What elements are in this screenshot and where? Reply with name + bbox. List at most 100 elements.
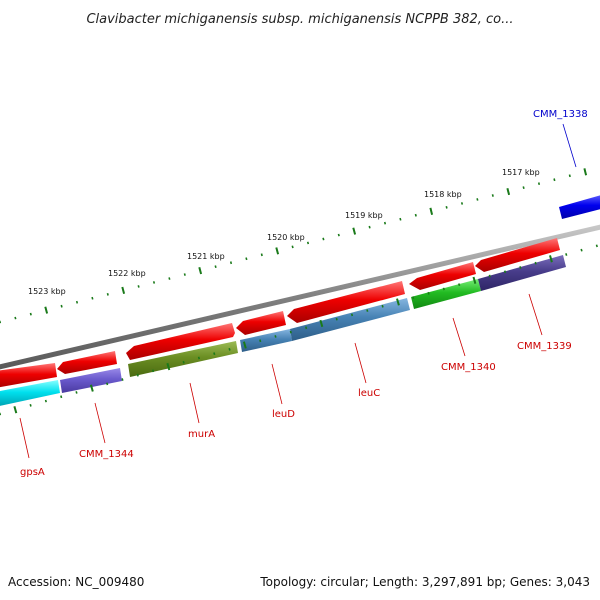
leader-cmm-1339 bbox=[528, 293, 543, 336]
ruler-label-1520: 1520 kbp bbox=[267, 233, 305, 242]
outer-ruler-tick bbox=[322, 237, 325, 241]
gene-label-leuC[interactable]: leuC bbox=[358, 388, 380, 399]
inner-ruler-tick bbox=[549, 255, 553, 263]
outer-ruler-tick bbox=[168, 277, 171, 280]
inner-ruler-tick bbox=[458, 283, 461, 287]
outer-ruler-tick bbox=[75, 300, 79, 304]
inner-ruler-tick bbox=[242, 341, 247, 349]
outer-ruler-tick bbox=[60, 304, 63, 308]
inner-ruler-tick bbox=[13, 406, 18, 414]
inner-ruler-tick bbox=[335, 317, 338, 321]
outer-ruler-tick bbox=[91, 296, 94, 300]
cds-feature-cmm-1340[interactable] bbox=[409, 262, 476, 290]
inner-ruler-tick bbox=[60, 395, 63, 399]
outer-ruler-tick bbox=[245, 257, 248, 261]
outer-ruler-tick bbox=[429, 207, 434, 215]
topology-text: Topology: circular; Length: 3,297,891 bp… bbox=[259, 575, 590, 589]
inner-ruler-tick bbox=[106, 382, 109, 386]
gene-labels: gpsA CMM_1344 murA leuD leuC CMM_1340 CM… bbox=[19, 109, 588, 478]
inner-ruler-tick bbox=[44, 399, 47, 403]
inner-ruler-tick bbox=[166, 362, 171, 371]
inner-ruler-tick bbox=[442, 287, 445, 291]
leader-cmm-1340 bbox=[452, 317, 466, 357]
outer-ruler-tick bbox=[198, 266, 203, 275]
gene-label-leuD[interactable]: leuD bbox=[272, 409, 295, 420]
category-feature-cmm-1344[interactable] bbox=[60, 368, 122, 393]
outer-ruler-tick bbox=[275, 247, 280, 255]
inner-ruler-tick bbox=[519, 266, 522, 269]
inner-ruler-tick bbox=[305, 326, 308, 330]
inner-ruler-tick bbox=[534, 261, 537, 265]
outer-ruler-tick bbox=[152, 281, 156, 284]
outer-ruler-tick bbox=[537, 182, 541, 186]
gene-label-cmm-1340[interactable]: CMM_1340 bbox=[441, 362, 496, 373]
outer-ruler-tick bbox=[260, 253, 263, 257]
gene-label-murA[interactable]: murA bbox=[188, 429, 215, 440]
outer-ruler-tick bbox=[414, 213, 417, 217]
outer-ruler-tick bbox=[291, 245, 294, 249]
accession-text: Accession: NC_009480 bbox=[8, 575, 144, 589]
ruler-label-1522: 1522 kbp bbox=[108, 269, 146, 278]
inner-ruler-tick bbox=[319, 319, 324, 328]
inner-ruler-tick bbox=[121, 378, 124, 381]
outer-ruler-tick bbox=[121, 286, 126, 295]
category-feature-cmm-1340[interactable] bbox=[411, 279, 481, 309]
category-track bbox=[0, 194, 600, 407]
outer-ruler-tick bbox=[491, 194, 494, 197]
outer-ruler-tick bbox=[229, 261, 233, 265]
cds-feature-gpsA[interactable] bbox=[0, 363, 57, 388]
ruler-label-1517: 1517 kbp bbox=[502, 168, 540, 177]
gene-label-cmm-1339[interactable]: CMM_1339 bbox=[517, 341, 572, 352]
map-title: Clavibacter michiganensis subsp. michiga… bbox=[86, 12, 513, 27]
inner-ruler-tick bbox=[197, 356, 201, 360]
inner-ruler-tick bbox=[488, 274, 491, 278]
inner-ruler-tick bbox=[366, 309, 369, 312]
outer-ruler-tick bbox=[476, 198, 479, 201]
cds-feature-cmm-1344[interactable] bbox=[57, 351, 117, 374]
category-feature-leuD[interactable] bbox=[240, 329, 292, 352]
inner-ruler-tick bbox=[136, 373, 139, 377]
category-feature-cmm-1339[interactable] bbox=[478, 255, 566, 291]
category-feature-gpsA[interactable] bbox=[0, 380, 60, 407]
inner-ruler-tick bbox=[29, 403, 32, 407]
outer-ruler-tick bbox=[522, 186, 525, 189]
cds-feature-cmm-1339[interactable] bbox=[475, 238, 560, 272]
leader-cmm-1338 bbox=[562, 123, 577, 168]
cds-feature-leuD[interactable] bbox=[236, 311, 286, 335]
gene-label-cmm-1344[interactable]: CMM_1344 bbox=[79, 449, 134, 460]
inner-ruler-ticks bbox=[0, 244, 598, 416]
inner-ruler-tick bbox=[396, 298, 400, 306]
category-feature-murA[interactable] bbox=[128, 341, 238, 377]
leader-leuD bbox=[271, 363, 283, 405]
inner-ruler-tick bbox=[289, 330, 292, 334]
inner-ruler-tick bbox=[151, 369, 155, 373]
gene-label-gpsA[interactable]: gpsA bbox=[20, 467, 45, 478]
leader-gpsA bbox=[19, 417, 30, 459]
inner-ruler-tick bbox=[595, 244, 598, 248]
category-feature-cmm-1338[interactable] bbox=[559, 194, 600, 219]
inner-ruler-tick bbox=[381, 304, 384, 308]
cds-feature-murA[interactable] bbox=[126, 323, 235, 360]
outer-ruler-tick bbox=[106, 292, 109, 296]
inner-ruler-tick bbox=[472, 276, 477, 284]
inner-ruler-tick bbox=[213, 352, 216, 356]
category-feature-leuC[interactable] bbox=[290, 298, 410, 341]
ruler-label-1523: 1523 kbp bbox=[28, 287, 66, 296]
outer-ruler-tick bbox=[399, 217, 402, 221]
cds-feature-leuC[interactable] bbox=[287, 281, 405, 323]
outer-ruler-tick bbox=[337, 233, 340, 237]
gene-label-cmm-1338[interactable]: CMM_1338 bbox=[533, 109, 588, 120]
inner-ruler-tick bbox=[350, 313, 354, 317]
ruler-label-1519: 1519 kbp bbox=[345, 211, 383, 220]
inner-ruler-tick bbox=[182, 360, 185, 364]
inner-ruler-tick bbox=[228, 347, 231, 351]
leader-murA bbox=[189, 382, 200, 424]
inner-ruler-tick bbox=[274, 335, 277, 338]
outer-ruler-tick bbox=[568, 174, 571, 178]
inner-ruler-tick bbox=[503, 270, 507, 274]
inner-ruler-tick bbox=[565, 253, 568, 256]
outer-ruler-tick bbox=[214, 265, 217, 269]
ruler-label-1518: 1518 kbp bbox=[424, 190, 462, 199]
outer-ruler-tick bbox=[29, 312, 32, 316]
